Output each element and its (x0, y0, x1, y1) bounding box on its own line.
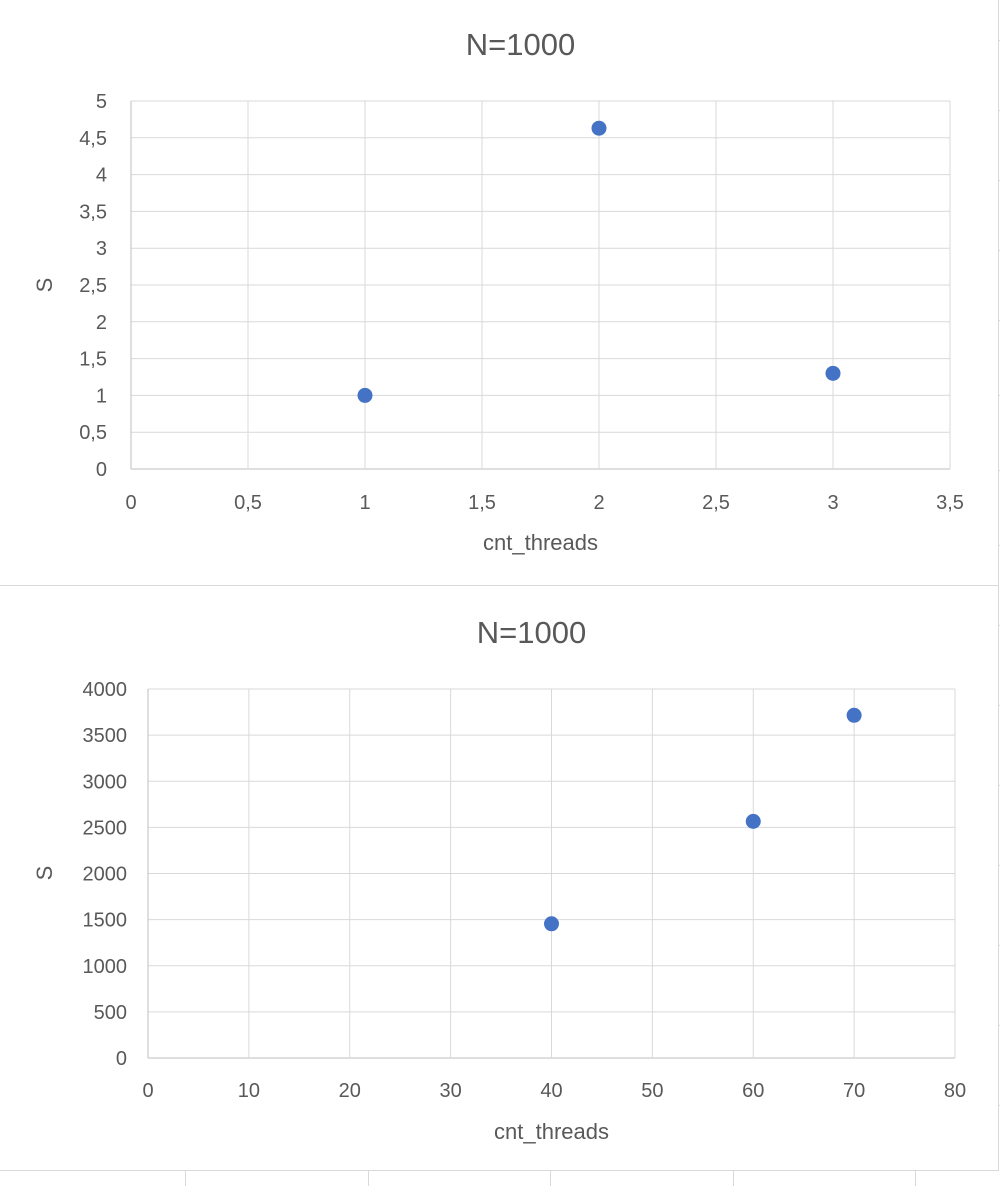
chart-title: N=1000 (466, 27, 575, 62)
y-tick-label: 2,5 (79, 275, 107, 297)
x-tick-label: 3,5 (936, 492, 964, 514)
y-tick-label: 4,5 (79, 128, 107, 150)
x-tick-label: 40 (540, 1080, 562, 1102)
data-point (544, 916, 559, 932)
chart-panel-bottom: 0 500 1000 1500 2000 2500 3000 3500 4000 0 10 20 30 4… (0, 586, 999, 1171)
x-tick-label: 2,5 (702, 492, 730, 514)
sheet-gridline (998, 470, 1000, 471)
sheet-gridline (998, 180, 1000, 181)
y-tick-label: 0,5 (79, 422, 107, 444)
sheet-gridline (733, 1171, 734, 1186)
y-tick-label: 2000 (83, 864, 128, 886)
x-tick-label: 1,5 (468, 492, 496, 514)
x-axis-label: cnt_threads (483, 530, 598, 555)
sheet-gridline (998, 250, 1000, 251)
x-axis-label: cnt_threads (494, 1119, 609, 1144)
data-point (357, 387, 373, 403)
x-tick-label: 3 (827, 492, 838, 514)
y-tick-label: 5 (96, 91, 107, 113)
chart-title: N=1000 (477, 615, 586, 650)
sheet-gridline (998, 320, 1000, 321)
x-tick-label: 0 (142, 1080, 153, 1102)
x-tick-label: 70 (843, 1080, 865, 1102)
y-tick-label: 1,5 (79, 349, 107, 371)
x-tick-label: 2 (593, 492, 604, 514)
sheet-gridline (998, 1025, 1000, 1026)
sheet-gridline (998, 865, 1000, 866)
sheet-gridline (998, 1105, 1000, 1106)
sheet-gridline (998, 785, 1000, 786)
y-tick-label: 0 (96, 459, 107, 481)
y-tick-label: 1500 (83, 910, 128, 932)
sheet-gridline (998, 705, 1000, 706)
sheet-gridline (185, 1171, 186, 1186)
data-point (846, 707, 862, 723)
x-tick-label: 20 (339, 1080, 361, 1102)
y-tick-label: 1 (96, 385, 107, 407)
x-tick-label: 60 (742, 1080, 764, 1102)
x-tick-label: 80 (944, 1080, 966, 1102)
chart-top: 0 0,5 1 1,5 2 2,5 3 3,5 4 4,5 5 0 0,5 1 1,5 2 2,5 3 3,5 N=1… (32, 27, 964, 555)
sheet-gridline (550, 1171, 551, 1186)
data-point (825, 365, 841, 381)
data-point (591, 120, 607, 136)
y-tick-label: 3 (96, 238, 107, 260)
sheet-gridline (998, 395, 1000, 396)
sheet-gridline (998, 945, 1000, 946)
y-tick-label: 4 (96, 165, 107, 187)
x-tick-label: 1 (359, 492, 370, 514)
y-tick-label: 2 (96, 312, 107, 334)
y-tick-label: 4000 (83, 679, 128, 701)
y-tick-label: 3500 (83, 725, 128, 747)
sheet-gridline (998, 625, 1000, 626)
y-tick-label: 3,5 (79, 201, 107, 223)
y-tick-label: 1000 (83, 956, 128, 978)
y-axis-label: S (32, 866, 57, 881)
x-tick-label: 30 (440, 1080, 462, 1102)
x-tick-label: 0 (125, 492, 136, 514)
y-tick-label: 2500 (83, 817, 128, 839)
chart-bottom: 0 500 1000 1500 2000 2500 3000 3500 4000 0 10 20 30 4… (32, 615, 966, 1144)
sheet-gridline (998, 110, 1000, 111)
y-tick-label: 0 (116, 1048, 127, 1070)
sheet-gridline (998, 40, 1000, 41)
x-tick-label: 50 (641, 1080, 663, 1102)
y-tick-label: 500 (94, 1002, 127, 1024)
x-tick-label: 0,5 (234, 492, 262, 514)
x-tick-label: 10 (238, 1080, 260, 1102)
y-tick-label: 3000 (83, 771, 128, 793)
y-axis-label: S (32, 278, 57, 293)
sheet-gridline (915, 1171, 916, 1186)
sheet-gridline (998, 545, 1000, 546)
data-point (745, 813, 761, 829)
chart-panel-top: 0 0,5 1 1,5 2 2,5 3 3,5 4 4,5 5 0 0,5 1 1,5 2 2,5 3 3,5 N=1… (0, 0, 999, 586)
sheet-gridline (368, 1171, 369, 1186)
